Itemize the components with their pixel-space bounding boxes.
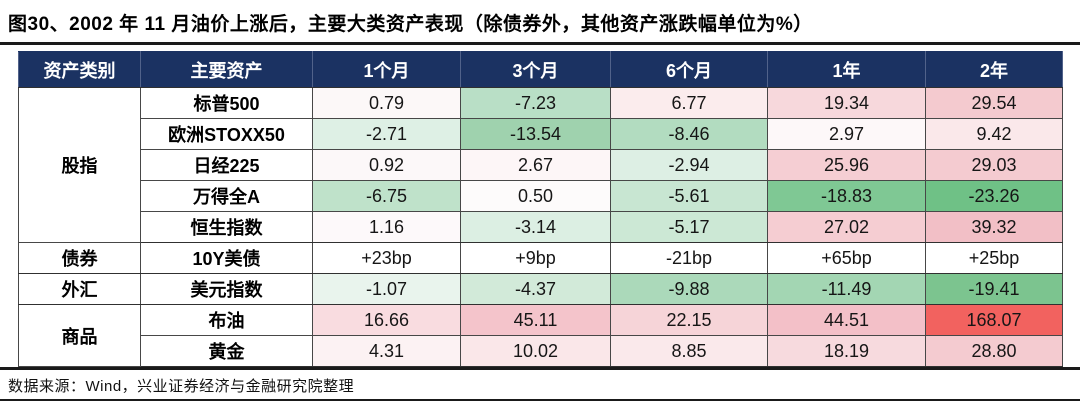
value-cell: 0.50: [460, 180, 611, 212]
value-cell: 10.02: [460, 335, 611, 367]
value-cell: +65bp: [767, 242, 926, 274]
value-cell: 39.32: [925, 211, 1063, 243]
value-cell: 29.54: [925, 87, 1063, 119]
header-1-month: 1个月: [312, 51, 461, 88]
value-cell: 6.77: [610, 87, 768, 119]
header-2-year: 2年: [925, 51, 1063, 88]
asset-name-cell: 标普500: [140, 87, 313, 119]
value-cell: 27.02: [767, 211, 926, 243]
value-cell: -8.46: [610, 118, 768, 150]
table-header-row: 资产类别 主要资产 1个月 3个月 6个月 1年 2年: [18, 51, 1063, 88]
value-cell: -13.54: [460, 118, 611, 150]
value-cell: +23bp: [312, 242, 461, 274]
value-cell: 4.31: [312, 335, 461, 367]
value-cell: -11.49: [767, 273, 926, 305]
value-cell: 2.97: [767, 118, 926, 150]
asset-name-cell: 日经225: [140, 149, 313, 181]
value-cell: 0.92: [312, 149, 461, 181]
asset-name-cell: 美元指数: [140, 273, 313, 305]
value-cell: 18.19: [767, 335, 926, 367]
header-1-year: 1年: [767, 51, 926, 88]
asset-name-cell: 10Y美债: [140, 242, 313, 274]
page-bottom-rule: [0, 399, 1080, 401]
value-cell: 16.66: [312, 304, 461, 336]
table-bottom-rule: [0, 367, 1080, 370]
category-cell: 股指: [18, 87, 141, 243]
value-cell: -5.17: [610, 211, 768, 243]
value-cell: 0.79: [312, 87, 461, 119]
value-cell: -1.07: [312, 273, 461, 305]
value-cell: 44.51: [767, 304, 926, 336]
value-cell: +25bp: [925, 242, 1063, 274]
header-main-asset: 主要资产: [140, 51, 313, 88]
header-3-month: 3个月: [460, 51, 611, 88]
data-source-note: 数据来源：Wind，兴业证券经济与金融研究院整理: [8, 378, 355, 395]
table-row: 日经225 0.92 2.67 -2.94 25.96 29.03: [19, 149, 1063, 181]
table-row: 欧洲STOXX50 -2.71 -13.54 -8.46 2.97 9.42: [19, 118, 1063, 150]
value-cell: 25.96: [767, 149, 926, 181]
value-cell: -23.26: [925, 180, 1063, 212]
asset-name-cell: 布油: [140, 304, 313, 336]
value-cell: -5.61: [610, 180, 768, 212]
table-row: 恒生指数 1.16 -3.14 -5.17 27.02 39.32: [19, 211, 1063, 243]
category-cell: 商品: [18, 304, 141, 367]
value-cell: -7.23: [460, 87, 611, 119]
value-cell: -9.88: [610, 273, 768, 305]
asset-name-cell: 黄金: [140, 335, 313, 367]
category-cell: 债券: [18, 242, 141, 274]
value-cell: -3.14: [460, 211, 611, 243]
value-cell: -2.71: [312, 118, 461, 150]
asset-performance-table: 资产类别 主要资产 1个月 3个月 6个月 1年 2年 股指 标普500 0.79-…: [18, 51, 1063, 367]
value-cell: -6.75: [312, 180, 461, 212]
value-cell: 8.85: [610, 335, 768, 367]
value-cell: 28.80: [925, 335, 1063, 367]
value-cell: 168.07: [925, 304, 1063, 336]
value-cell: 19.34: [767, 87, 926, 119]
figure-title: 图30、2002 年 11 月油价上涨后，主要大类资产表现（除债券外，其他资产涨…: [0, 0, 1080, 45]
header-6-month: 6个月: [610, 51, 768, 88]
table-row: 商品 布油 16.66 45.11 22.15 44.51 168.07: [18, 304, 1063, 367]
table-row: 债券 10Y美债 +23bp +9bp -21bp +65bp +25bp: [18, 242, 1063, 274]
header-asset-category: 资产类别: [18, 51, 141, 88]
asset-name-cell: 万得全A: [140, 180, 313, 212]
value-cell: -2.94: [610, 149, 768, 181]
value-cell: -18.83: [767, 180, 926, 212]
category-cell: 外汇: [18, 273, 141, 305]
table-row: 万得全A -6.75 0.50 -5.61 -18.83 -23.26: [19, 180, 1063, 212]
value-cell: 29.03: [925, 149, 1063, 181]
table-row: 黄金 4.31 10.02 8.85 18.19 28.80: [19, 335, 1063, 367]
value-cell: +9bp: [460, 242, 611, 274]
value-cell: -19.41: [925, 273, 1063, 305]
asset-name-cell: 欧洲STOXX50: [140, 118, 313, 150]
value-cell: 1.16: [312, 211, 461, 243]
value-cell: -21bp: [610, 242, 768, 274]
value-cell: 2.67: [460, 149, 611, 181]
value-cell: 45.11: [460, 304, 611, 336]
value-cell: 22.15: [610, 304, 768, 336]
table-row: 外汇 美元指数 -1.07 -4.37 -9.88 -11.49 -19.41: [18, 273, 1063, 305]
table-row: 股指 标普500 0.79 -7.23 6.77 19.34 29.54: [18, 87, 1063, 243]
value-cell: 9.42: [925, 118, 1063, 150]
value-cell: -4.37: [460, 273, 611, 305]
asset-name-cell: 恒生指数: [140, 211, 313, 243]
